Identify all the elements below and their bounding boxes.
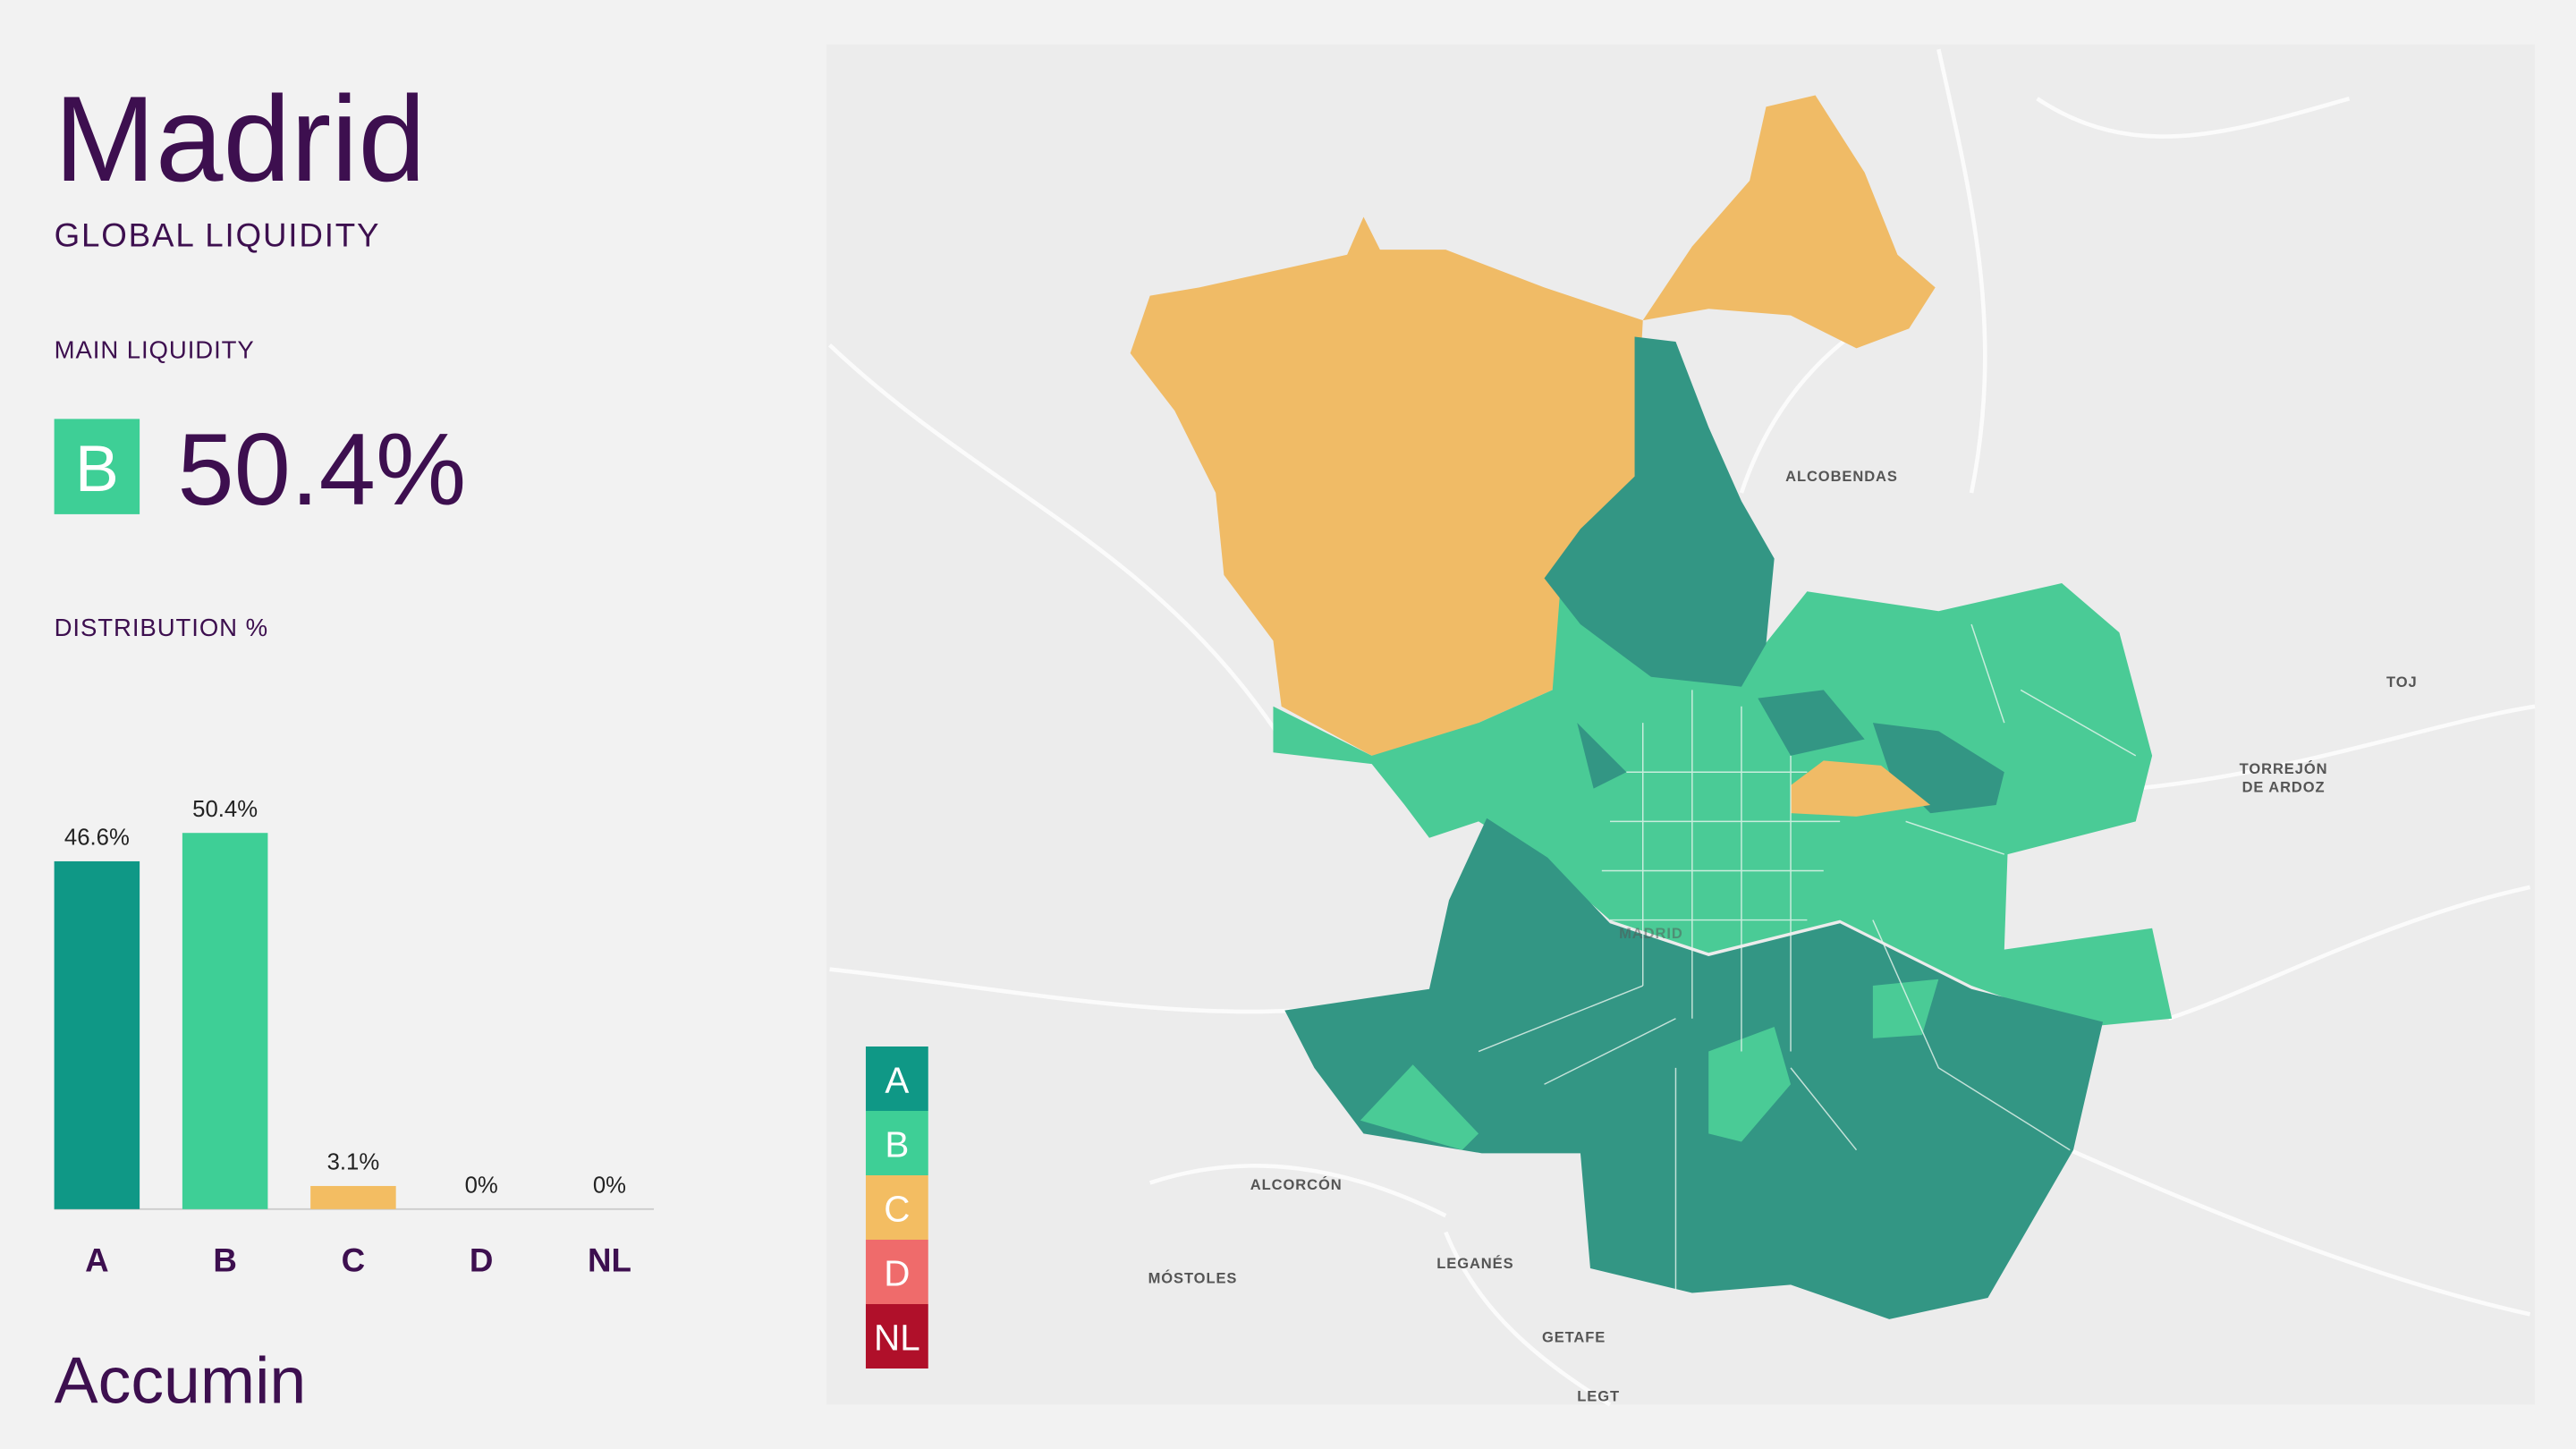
legend-label: B — [885, 1123, 909, 1165]
bar — [182, 833, 268, 1209]
place-label: MADRID — [1619, 925, 1683, 942]
region-a — [1284, 818, 2104, 1319]
x-tick-label: NL — [588, 1242, 631, 1279]
region-b — [1273, 583, 2173, 1027]
title: Madrid — [55, 71, 426, 207]
bar-chart: 46.6% A 50.4% B 3.1% C 0% D 0% NL — [54, 797, 631, 1279]
x-tick-label: B — [213, 1242, 237, 1279]
place-label: LEGT — [1577, 1388, 1620, 1405]
value-label: 50.4% — [192, 797, 258, 822]
x-tick-label: C — [342, 1242, 366, 1279]
legend-swatch — [865, 1046, 928, 1111]
place-label: TORREJÓN — [2240, 760, 2328, 777]
bar — [310, 1185, 396, 1209]
legend-label: NL — [874, 1317, 920, 1358]
region-a — [1544, 336, 1775, 687]
legend-label: A — [885, 1059, 909, 1100]
legend-swatch — [865, 1304, 928, 1368]
place-label: DE ARDOZ — [2242, 778, 2326, 795]
value-label: 3.1% — [327, 1150, 380, 1175]
x-tick-label: D — [470, 1242, 494, 1279]
bar — [54, 860, 140, 1209]
district-borders — [1478, 623, 2137, 1290]
region-a — [1577, 690, 2004, 814]
map: ALCOBENDAS TORREJÓN DE ARDOZ TOJ MADRID … — [826, 44, 2536, 1407]
legend-swatch — [865, 1111, 928, 1175]
region-c — [1130, 216, 1643, 773]
place-label: ALCOBENDAS — [1785, 468, 1898, 485]
x-tick-label: A — [85, 1242, 109, 1279]
value-label: 0% — [465, 1173, 498, 1198]
chart-title: DISTRIBUTION % — [55, 614, 268, 641]
place-label: LEGANÉS — [1436, 1255, 1513, 1272]
place-label: TOJ — [2386, 674, 2418, 691]
subtitle: GLOBAL LIQUIDITY — [55, 217, 381, 254]
value-label: 46.6% — [64, 826, 130, 851]
grade-badge — [54, 419, 140, 514]
region-c — [1642, 95, 1936, 349]
roads — [827, 48, 2536, 1407]
place-label: MÓSTOLES — [1148, 1269, 1238, 1286]
legend-swatch — [865, 1175, 928, 1241]
grade-letter: B — [75, 431, 119, 505]
legend-label: D — [884, 1252, 910, 1293]
value-label: 0% — [593, 1173, 626, 1198]
region-c — [1791, 760, 1931, 817]
legend-label: C — [884, 1188, 910, 1229]
main-value: 50.4% — [177, 413, 466, 527]
place-label: ALCORCÓN — [1250, 1176, 1343, 1193]
region-b — [1360, 979, 1939, 1150]
logo: Accumin — [55, 1343, 307, 1418]
section-label: MAIN LIQUIDITY — [55, 335, 255, 363]
place-label: GETAFE — [1542, 1329, 1606, 1346]
legend-swatch — [865, 1240, 928, 1304]
